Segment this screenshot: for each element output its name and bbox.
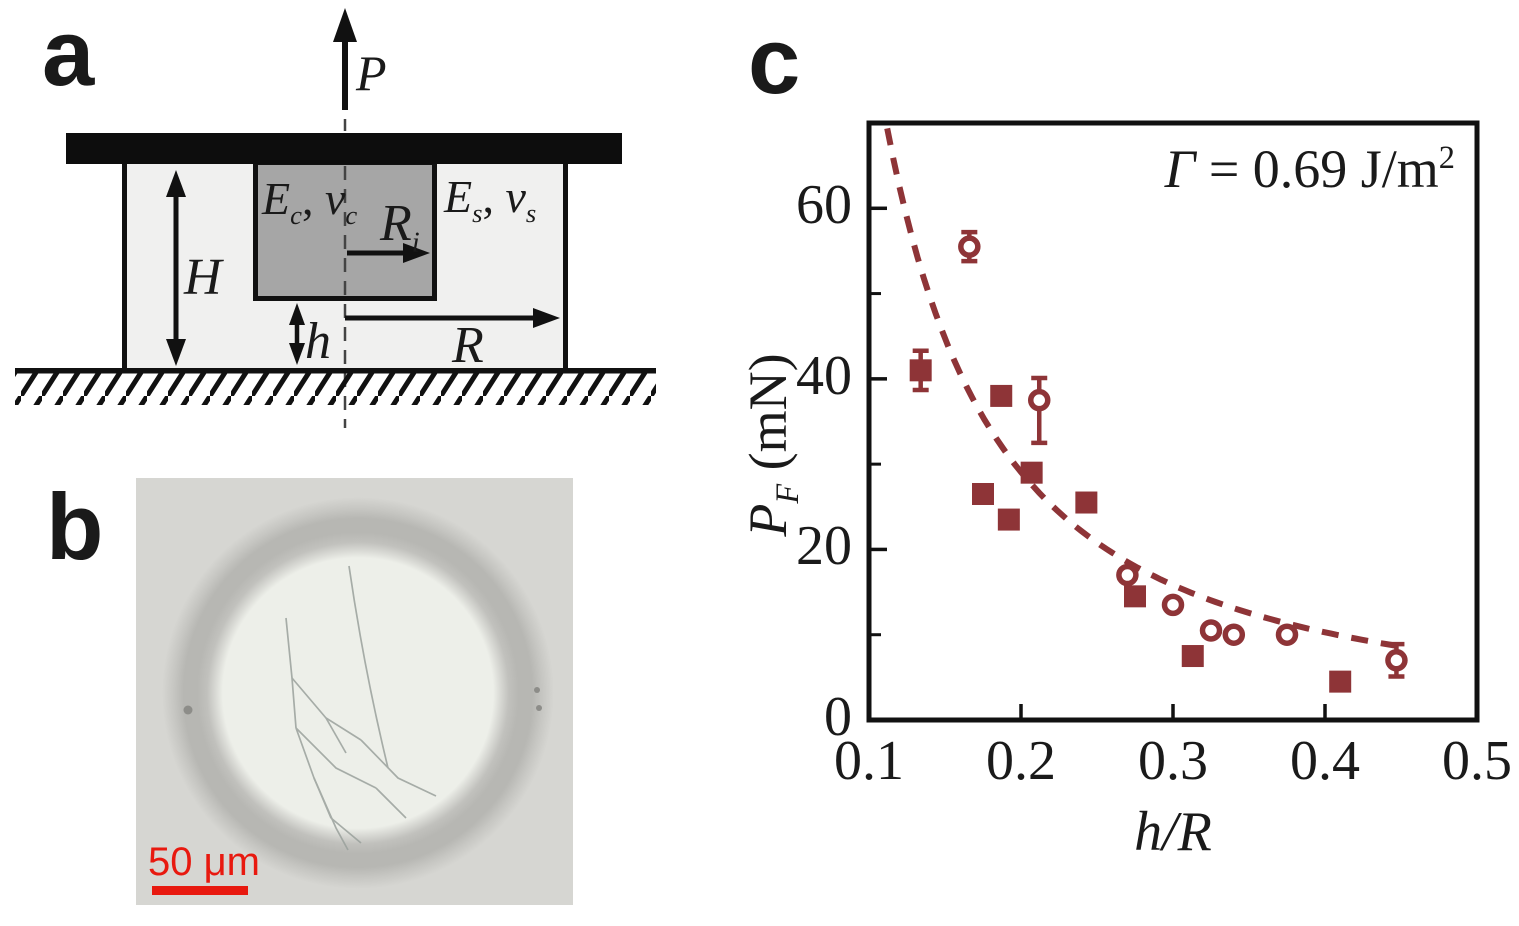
separator: ,: [482, 171, 506, 222]
scale-bar-text: 50 μm: [148, 840, 260, 884]
gamma-symbol: Γ: [1164, 139, 1196, 199]
y-tick-label: 20: [796, 515, 852, 578]
panel-c-letter: c: [748, 8, 801, 113]
y-tick-label: 0: [824, 686, 852, 748]
data-point-circle: [1222, 623, 1246, 646]
data-point-square: [972, 482, 994, 505]
data-point-square: [1329, 670, 1352, 693]
ring-blemish: [534, 687, 540, 693]
x-tick-label: 0.5: [1442, 730, 1512, 792]
crack-line: [313, 777, 349, 851]
fit-curve: [884, 127, 1405, 650]
substrate-poisson-symbol: v: [505, 171, 526, 222]
data-point-circle: [1027, 388, 1051, 412]
height-arrowhead-top-icon: [166, 170, 186, 197]
substrate-modulus-symbol: E: [444, 171, 473, 222]
panel-a-lineart: [15, 8, 656, 428]
scale-bar: [152, 886, 248, 895]
y-tick-label: 40: [796, 344, 852, 407]
panel-b-letter: b: [46, 474, 104, 579]
height-label: H: [184, 249, 222, 306]
cylinder-poisson-subscript: c: [345, 200, 358, 231]
data-point-circle: [1199, 619, 1223, 642]
height-arrowhead-bottom-icon: [166, 339, 186, 366]
crack-line: [325, 717, 347, 754]
cylinder-moduli-label: Ec, vc: [262, 176, 357, 229]
inner-radius-label: Ri: [380, 198, 420, 258]
data-point-square: [909, 359, 932, 382]
micrograph-ring: [162, 497, 554, 889]
data-point-square: [1075, 491, 1098, 514]
y-axis-subscript: F: [769, 483, 806, 504]
x-tick-label: 0.1: [834, 730, 904, 792]
inner-radius-arrowhead-icon: [403, 243, 430, 263]
substrate-modulus-subscript: s: [472, 198, 483, 229]
crack-line: [285, 617, 297, 729]
separator: ,: [301, 173, 325, 224]
x-tick-label: 0.2: [986, 730, 1056, 792]
outer-radius-label: R: [452, 320, 484, 372]
crack-line: [348, 565, 389, 769]
data-point-square: [997, 508, 1020, 531]
data-point-circle: [1275, 623, 1299, 646]
data-point-circle: [1161, 593, 1185, 617]
annotation-exponent: 2: [1438, 140, 1455, 176]
cylinder-poisson-symbol: v: [324, 173, 346, 224]
ring-blemish: [183, 705, 193, 715]
data-point-circle: [1116, 563, 1139, 587]
pf-vs-hr-chart: [866, 120, 1480, 723]
crack-line: [360, 739, 437, 797]
y-axis-label: PF (mN): [738, 245, 806, 645]
y-tick-label: 60: [796, 174, 852, 237]
data-point-square: [1020, 461, 1043, 484]
substrate-moduli-label: Es, vs: [444, 174, 536, 227]
fracture-energy-annotation: Γ = 0.69 J/m2: [1165, 142, 1455, 196]
data-point-circle: [1385, 649, 1408, 672]
data-point-square: [1181, 645, 1204, 668]
inner-radius-symbol: R: [380, 195, 412, 252]
force-label: P: [356, 45, 387, 101]
crack-line: [330, 817, 362, 844]
inner-radius-subscript: i: [411, 227, 420, 259]
ground-hatching: [15, 373, 656, 405]
gap-arrowhead-bottom-icon: [289, 343, 305, 365]
gap-arrowhead-top-icon: [289, 303, 305, 325]
data-point-square: [990, 384, 1013, 407]
x-tick-label: 0.3: [1138, 730, 1208, 792]
plot-frame: [866, 120, 1480, 723]
data-point-circle: [958, 235, 981, 258]
micrograph-cracks: [183, 565, 542, 851]
crack-line: [295, 727, 377, 789]
outer-radius-symbol: R: [452, 317, 484, 374]
cylinder-modulus-symbol: E: [262, 173, 291, 224]
cylinder-modulus-subscript: c: [290, 200, 302, 231]
x-axis-label: h/R: [1134, 801, 1212, 863]
annotation-value: = 0.69 J/m: [1195, 139, 1439, 199]
micrograph-image: 50 μm: [136, 478, 573, 905]
panel-a-letter: a: [42, 0, 95, 105]
ring-blemish: [536, 705, 542, 711]
data-point-square: [1124, 585, 1146, 608]
gap-label: h: [305, 313, 331, 370]
crack-line: [375, 787, 407, 819]
ground-line: [15, 368, 656, 374]
outer-radius-arrowhead-icon: [533, 308, 560, 328]
substrate-poisson-subscript: s: [525, 198, 537, 229]
rigid-plate: [66, 133, 622, 164]
crack-line: [291, 677, 362, 741]
x-tick-label: 0.4: [1290, 730, 1360, 792]
pull-force-arrowhead-icon: [333, 8, 357, 42]
